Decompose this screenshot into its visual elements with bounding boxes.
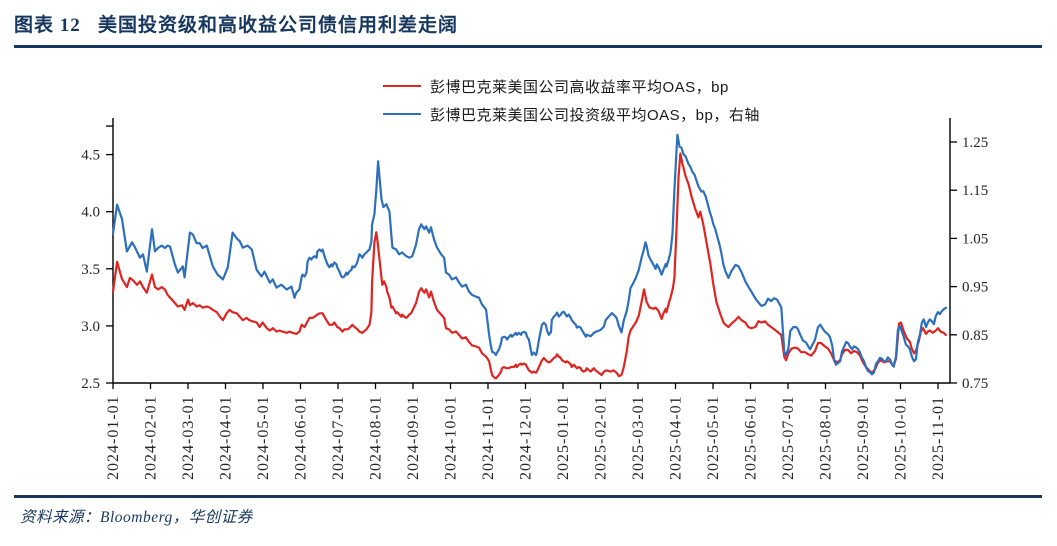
x-axis-tick-label: 2024-07-01 (330, 395, 347, 480)
legend-item-investment-grade-oas: 彭博巴克莱美国公司投资级平均OAS，bp，右轴 (383, 100, 760, 128)
chart-legend: 彭博巴克莱美国公司高收益率平均OAS，bp 彭博巴克莱美国公司投资级平均OAS，… (383, 72, 760, 128)
x-axis-tick-label: 2024-06-01 (293, 395, 310, 480)
x-axis-tick-label: 2024-04-01 (218, 395, 235, 480)
x-axis-tick-label: 2024-09-01 (405, 395, 422, 480)
legend-item-high-yield-oas: 彭博巴克莱美国公司高收益率平均OAS，bp (383, 72, 760, 100)
y-axis-right-tick-label: 1.15 (962, 183, 988, 199)
y-axis-right-tick-label: 0.75 (962, 376, 988, 392)
x-axis-tick-label: 2025-06-01 (743, 395, 760, 480)
footer-divider (14, 495, 1042, 498)
x-axis-tick-label: 2024-05-01 (255, 395, 272, 480)
x-axis-tick-label: 2024-08-01 (368, 395, 385, 480)
investment-grade-oas-line (111, 133, 948, 376)
x-axis-tick-label: 2024-02-01 (143, 395, 160, 480)
title-divider (14, 45, 1042, 48)
x-axis-tick-label: 2025-04-01 (668, 395, 685, 480)
legend-label-investment-grade-oas: 彭博巴克莱美国公司投资级平均OAS，bp，右轴 (430, 106, 760, 124)
investment-grade-line-swatch (383, 112, 421, 116)
y-axis-left-tick-label: 2.5 (81, 376, 100, 392)
y-axis-left-tick-label: 4.0 (81, 205, 100, 221)
x-axis-tick-label: 2025-03-01 (630, 395, 647, 480)
x-axis-tick-label: 2025-02-01 (593, 395, 610, 480)
x-axis-tick-label: 2025-09-01 (855, 395, 872, 480)
legend-label-high-yield-oas: 彭博巴克莱美国公司高收益率平均OAS，bp (430, 78, 729, 96)
y-axis-left-tick-label: 4.5 (81, 148, 100, 164)
x-axis-tick-label: 2025-10-01 (893, 395, 910, 480)
x-axis-tick-label: 2025-05-01 (705, 395, 722, 480)
source-note: 资料来源：Bloomberg，华创证券 (20, 509, 253, 526)
y-axis-left-tick-label: 3.0 (81, 319, 100, 335)
figure-title: 图表 12 美国投资级和高收益公司债信用利差走阔 (14, 15, 459, 36)
y-axis-left-tick-label: 3.5 (81, 262, 100, 278)
x-axis-tick-label: 2025-08-01 (818, 395, 835, 480)
x-axis-tick-label: 2025-01-01 (555, 395, 572, 480)
x-axis-tick-label: 2024-11-01 (480, 396, 497, 480)
y-axis-right-tick-label: 0.95 (962, 280, 988, 296)
x-axis-tick-label: 2024-01-01 (105, 395, 122, 480)
x-axis-tick-label: 2024-03-01 (180, 395, 197, 480)
y-axis-right-tick-label: 1.25 (962, 135, 988, 151)
x-axis-tick-label: 2024-10-01 (443, 395, 460, 480)
y-axis-right-tick-label: 1.05 (962, 231, 988, 247)
high-yield-line-swatch (383, 84, 421, 88)
x-axis-tick-label: 2024-12-01 (518, 395, 535, 480)
y-axis-right-tick-label: 0.85 (962, 328, 988, 344)
high-yield-oas-line (111, 152, 948, 380)
x-axis-tick-label: 2025-11-01 (930, 396, 947, 480)
x-axis-tick-label: 2025-07-01 (780, 395, 797, 480)
